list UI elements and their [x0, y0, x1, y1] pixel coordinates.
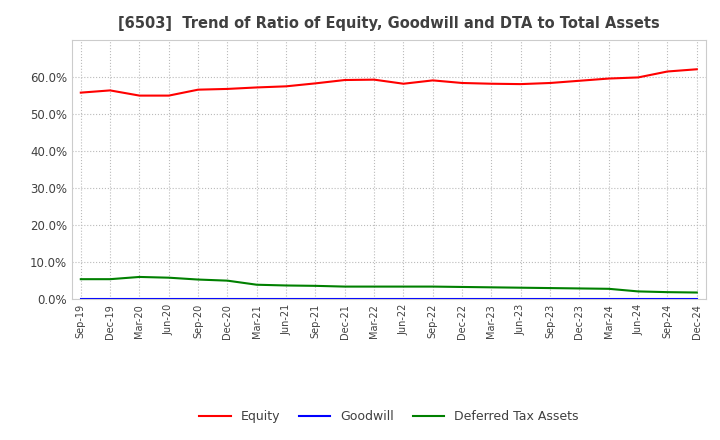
Deferred Tax Assets [370, 284, 379, 289]
Deferred Tax Assets [605, 286, 613, 291]
Equity [487, 81, 496, 86]
Goodwill [663, 297, 672, 302]
Deferred Tax Assets [458, 284, 467, 290]
Deferred Tax Assets [546, 286, 554, 291]
Goodwill [164, 297, 173, 302]
Legend: Equity, Goodwill, Deferred Tax Assets: Equity, Goodwill, Deferred Tax Assets [194, 405, 583, 428]
Deferred Tax Assets [253, 282, 261, 287]
Equity [516, 81, 525, 87]
Deferred Tax Assets [634, 289, 642, 294]
Equity [106, 88, 114, 93]
Deferred Tax Assets [223, 278, 232, 283]
Deferred Tax Assets [487, 285, 496, 290]
Goodwill [223, 297, 232, 302]
Equity [458, 81, 467, 86]
Goodwill [487, 297, 496, 302]
Goodwill [194, 297, 202, 302]
Deferred Tax Assets [135, 274, 144, 279]
Goodwill [370, 297, 379, 302]
Deferred Tax Assets [106, 276, 114, 282]
Deferred Tax Assets [693, 290, 701, 295]
Deferred Tax Assets [399, 284, 408, 289]
Equity [575, 78, 584, 84]
Equity [253, 85, 261, 90]
Deferred Tax Assets [311, 283, 320, 289]
Goodwill [76, 297, 85, 302]
Goodwill [546, 297, 554, 302]
Line: Deferred Tax Assets: Deferred Tax Assets [81, 277, 697, 293]
Goodwill [253, 297, 261, 302]
Goodwill [428, 297, 437, 302]
Deferred Tax Assets [164, 275, 173, 280]
Equity [370, 77, 379, 82]
Deferred Tax Assets [516, 285, 525, 290]
Deferred Tax Assets [341, 284, 349, 289]
Equity [663, 69, 672, 74]
Goodwill [458, 297, 467, 302]
Goodwill [106, 297, 114, 302]
Equity [693, 66, 701, 72]
Title: [6503]  Trend of Ratio of Equity, Goodwill and DTA to Total Assets: [6503] Trend of Ratio of Equity, Goodwil… [118, 16, 660, 32]
Goodwill [516, 297, 525, 302]
Equity [223, 86, 232, 92]
Equity [282, 84, 290, 89]
Equity [164, 93, 173, 98]
Equity [341, 77, 349, 83]
Goodwill [341, 297, 349, 302]
Goodwill [605, 297, 613, 302]
Goodwill [311, 297, 320, 302]
Deferred Tax Assets [194, 277, 202, 282]
Goodwill [575, 297, 584, 302]
Equity [546, 81, 554, 86]
Deferred Tax Assets [282, 283, 290, 288]
Goodwill [399, 297, 408, 302]
Equity [76, 90, 85, 95]
Equity [634, 75, 642, 80]
Equity [399, 81, 408, 86]
Equity [605, 76, 613, 81]
Goodwill [634, 297, 642, 302]
Deferred Tax Assets [76, 276, 85, 282]
Equity [135, 93, 144, 98]
Equity [311, 81, 320, 86]
Line: Equity: Equity [81, 69, 697, 95]
Deferred Tax Assets [428, 284, 437, 289]
Goodwill [135, 297, 144, 302]
Equity [428, 78, 437, 83]
Equity [194, 87, 202, 92]
Deferred Tax Assets [575, 286, 584, 291]
Deferred Tax Assets [663, 290, 672, 295]
Goodwill [693, 297, 701, 302]
Goodwill [282, 297, 290, 302]
